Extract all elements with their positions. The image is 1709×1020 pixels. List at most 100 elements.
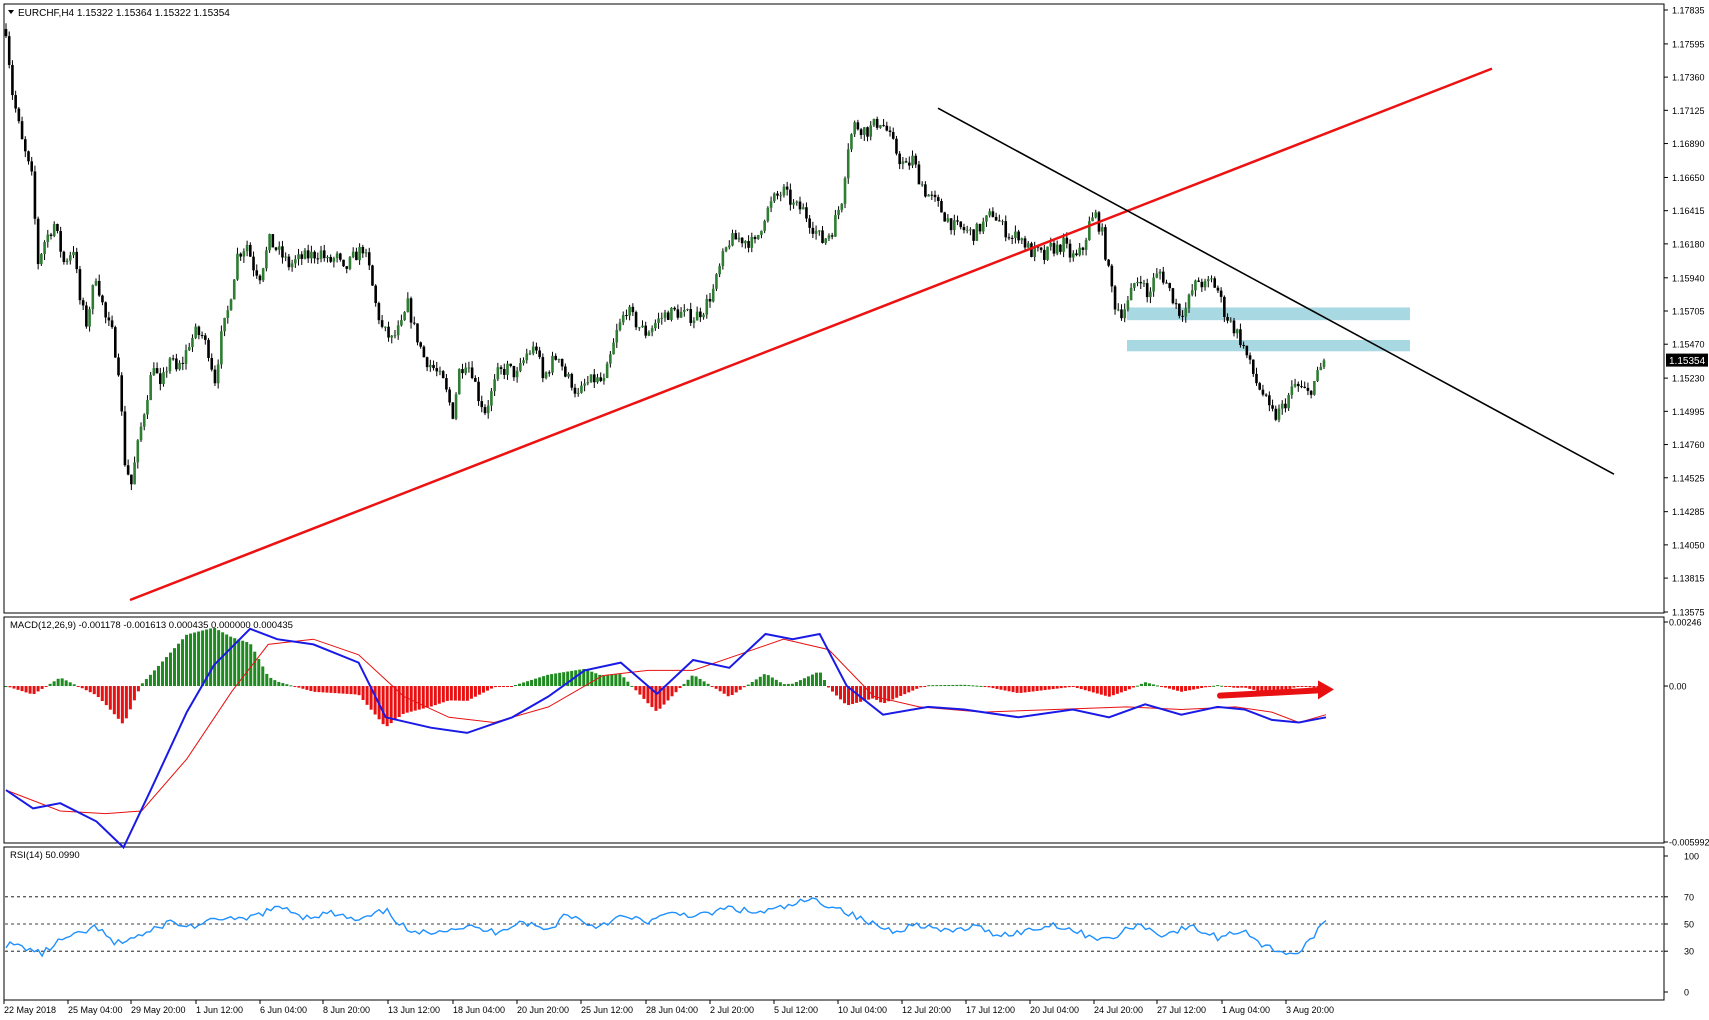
macd-histogram-bar	[770, 677, 774, 687]
candle	[933, 190, 937, 202]
candle	[416, 323, 419, 346]
candle	[953, 214, 956, 236]
candle	[387, 321, 390, 342]
macd-histogram-bar	[602, 675, 606, 687]
candle	[1161, 266, 1165, 285]
macd-histogram-bar	[835, 686, 839, 696]
macd-histogram-bar	[152, 670, 156, 687]
candle	[1300, 380, 1303, 389]
candle	[502, 363, 506, 380]
candle	[657, 312, 660, 329]
macd-histogram-bar	[365, 686, 369, 705]
candle	[281, 240, 284, 264]
candle	[200, 331, 204, 339]
candle	[210, 353, 214, 372]
candle	[499, 365, 503, 375]
candle	[249, 242, 252, 258]
macd-histogram-bar	[542, 676, 546, 687]
candle	[1174, 298, 1178, 310]
candle	[130, 474, 133, 491]
macd-histogram-bar	[241, 640, 245, 687]
macd-histogram-bar	[1091, 686, 1095, 693]
candle	[1200, 278, 1204, 292]
candle	[294, 255, 297, 269]
macd-histogram-bar	[538, 677, 542, 687]
macd-histogram-bar	[469, 686, 473, 699]
macd-histogram-bar	[164, 657, 168, 687]
macd-histogram-bar	[939, 685, 943, 687]
macd-histogram-bar	[1015, 686, 1019, 693]
candle	[339, 252, 342, 262]
candle	[1023, 235, 1027, 252]
candle	[184, 344, 188, 370]
candle	[805, 202, 808, 223]
time-tick-label: 24 Jul 20:00	[1094, 1005, 1143, 1015]
macd-histogram-bar	[967, 685, 971, 687]
candle	[1010, 235, 1014, 245]
macd-histogram-bar	[189, 633, 193, 687]
macd-histogram-bar	[341, 686, 345, 694]
candle	[493, 374, 496, 396]
candle	[457, 368, 461, 395]
macd-histogram-bar	[947, 684, 951, 687]
candle	[570, 372, 574, 391]
candle	[1271, 399, 1274, 412]
time-tick-label: 20 Jul 04:00	[1030, 1005, 1079, 1015]
candle	[924, 181, 927, 198]
macd-histogram-bar	[826, 686, 830, 688]
candle	[101, 294, 104, 306]
macd-histogram-bar	[52, 681, 56, 687]
candle	[1155, 268, 1159, 279]
candlestick-series	[4, 23, 1326, 491]
macd-histogram-bar	[205, 629, 209, 687]
macd-histogram-bar	[136, 686, 140, 692]
macd-histogram-bar	[293, 686, 297, 688]
macd-histogram-bar	[385, 686, 389, 727]
candle	[33, 165, 37, 225]
macd-histogram-bar	[48, 683, 52, 687]
macd-histogram-bar	[899, 686, 903, 696]
macd-histogram-bar	[1228, 686, 1232, 688]
macd-histogram-bar	[1147, 683, 1151, 687]
candle	[351, 247, 355, 259]
candle	[30, 156, 34, 176]
candle	[901, 157, 905, 170]
candle	[969, 227, 972, 236]
candle	[441, 370, 445, 379]
rsi-panel[interactable]	[3, 846, 1665, 1001]
macd-histogram-bar	[132, 686, 136, 701]
candle	[846, 143, 850, 184]
macd-histogram-bar	[245, 642, 249, 687]
main-price-panel[interactable]	[3, 3, 1665, 614]
macd-histogram-bar	[574, 670, 578, 687]
candle	[650, 325, 654, 337]
macd-histogram-bar	[818, 672, 822, 687]
support-trendline[interactable]	[129, 67, 1493, 602]
candle	[1158, 269, 1162, 280]
candle	[68, 251, 72, 265]
candle	[856, 119, 860, 131]
macd-histogram-bar	[373, 686, 377, 715]
macd-histogram-bar	[951, 684, 955, 687]
candle	[724, 246, 728, 253]
candle	[1184, 302, 1188, 323]
candle	[88, 306, 91, 332]
macd-histogram-bar	[670, 686, 674, 697]
candle	[342, 259, 345, 268]
macd-panel[interactable]	[3, 616, 1665, 844]
candle	[1303, 381, 1307, 389]
candle	[213, 365, 217, 387]
candle	[429, 359, 432, 372]
candle	[1084, 237, 1088, 256]
resistance-trendline[interactable]	[937, 107, 1615, 475]
candle	[155, 362, 159, 374]
candle	[949, 218, 953, 235]
candle	[782, 184, 786, 198]
candle	[843, 176, 847, 209]
candle	[1171, 287, 1175, 305]
candle	[181, 356, 185, 371]
triangle-down-icon[interactable]	[8, 10, 14, 14]
candle	[425, 356, 429, 372]
candle	[654, 319, 657, 331]
